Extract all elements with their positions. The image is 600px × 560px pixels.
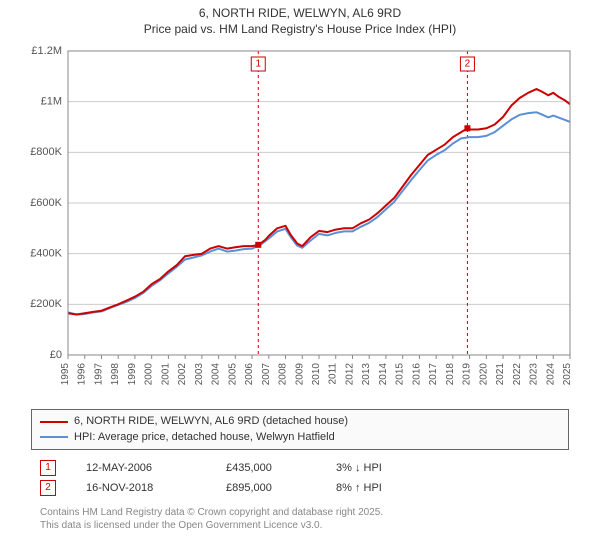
- sale-pct: 8% ↑ HPI: [336, 482, 446, 494]
- svg-text:£1M: £1M: [41, 96, 62, 108]
- svg-text:£800K: £800K: [30, 146, 62, 158]
- svg-text:2008: 2008: [278, 363, 289, 386]
- svg-text:2007: 2007: [261, 363, 272, 386]
- svg-text:1999: 1999: [127, 363, 138, 386]
- svg-text:£600K: £600K: [30, 197, 62, 209]
- svg-text:2011: 2011: [328, 363, 339, 385]
- svg-text:2001: 2001: [160, 363, 171, 386]
- legend-swatch: [40, 421, 68, 423]
- svg-text:2013: 2013: [361, 363, 372, 386]
- svg-text:2006: 2006: [244, 363, 255, 386]
- svg-text:£1.2M: £1.2M: [31, 45, 62, 57]
- svg-text:2018: 2018: [445, 363, 456, 386]
- sale-date: 16-NOV-2018: [86, 482, 196, 494]
- sales-table: 1 12-MAY-2006 £435,000 3% ↓ HPI 2 16-NOV-2018…: [40, 458, 560, 498]
- sale-date: 12-MAY-2006: [86, 462, 196, 474]
- legend-label: HPI: Average price, detached house, Welw…: [74, 430, 335, 445]
- footer-line2: This data is licensed under the Open Gov…: [40, 519, 560, 532]
- sale-marker-icon: 2: [40, 480, 56, 496]
- chart-title: 6, NORTH RIDE, WELWYN, AL6 9RD Price pai…: [0, 0, 600, 37]
- sale-price: £435,000: [226, 462, 306, 474]
- svg-text:2003: 2003: [194, 363, 205, 386]
- svg-text:2005: 2005: [227, 363, 238, 386]
- legend-item: HPI: Average price, detached house, Welw…: [40, 430, 560, 445]
- svg-text:2024: 2024: [545, 363, 556, 386]
- svg-text:1995: 1995: [60, 363, 71, 386]
- svg-text:2020: 2020: [478, 363, 489, 386]
- price-chart: £0 £200K £400K £600K £800K £1M £1.2M 1995 1996 19…: [20, 43, 580, 403]
- svg-text:2025: 2025: [562, 363, 573, 386]
- chart-legend: 6, NORTH RIDE, WELWYN, AL6 9RD (detached…: [31, 409, 569, 450]
- svg-text:2023: 2023: [529, 363, 540, 386]
- footer-line1: Contains HM Land Registry data © Crown c…: [40, 506, 560, 519]
- sale-row: 2 16-NOV-2018 £895,000 8% ↑ HPI: [40, 478, 560, 498]
- svg-text:2021: 2021: [495, 363, 506, 386]
- legend-swatch: [40, 436, 68, 438]
- svg-text:2012: 2012: [344, 363, 355, 386]
- svg-text:2016: 2016: [411, 363, 422, 386]
- svg-text:£200K: £200K: [30, 298, 62, 310]
- svg-text:2009: 2009: [294, 363, 305, 386]
- svg-text:2022: 2022: [512, 363, 523, 386]
- svg-text:2: 2: [465, 59, 471, 70]
- legend-item: 6, NORTH RIDE, WELWYN, AL6 9RD (detached…: [40, 414, 560, 429]
- svg-text:£0: £0: [50, 349, 62, 361]
- svg-text:1997: 1997: [93, 363, 104, 386]
- sale-price: £895,000: [226, 482, 306, 494]
- sale-marker-icon: 1: [40, 460, 56, 476]
- sale-row: 1 12-MAY-2006 £435,000 3% ↓ HPI: [40, 458, 560, 478]
- footer-text: Contains HM Land Registry data © Crown c…: [40, 506, 560, 532]
- svg-text:2004: 2004: [211, 363, 222, 386]
- svg-text:1998: 1998: [110, 363, 121, 386]
- title-address: 6, NORTH RIDE, WELWYN, AL6 9RD: [0, 6, 600, 22]
- svg-text:£400K: £400K: [30, 248, 62, 260]
- svg-text:2019: 2019: [462, 363, 473, 386]
- svg-text:1: 1: [255, 59, 261, 70]
- svg-text:2010: 2010: [311, 363, 322, 386]
- title-subtitle: Price paid vs. HM Land Registry's House …: [0, 22, 600, 38]
- svg-text:1996: 1996: [77, 363, 88, 386]
- legend-label: 6, NORTH RIDE, WELWYN, AL6 9RD (detached…: [74, 414, 348, 429]
- svg-text:2000: 2000: [144, 363, 155, 386]
- svg-text:2014: 2014: [378, 363, 389, 386]
- svg-text:2002: 2002: [177, 363, 188, 386]
- svg-text:2017: 2017: [428, 363, 439, 386]
- sale-pct: 3% ↓ HPI: [336, 462, 446, 474]
- svg-text:2015: 2015: [395, 363, 406, 386]
